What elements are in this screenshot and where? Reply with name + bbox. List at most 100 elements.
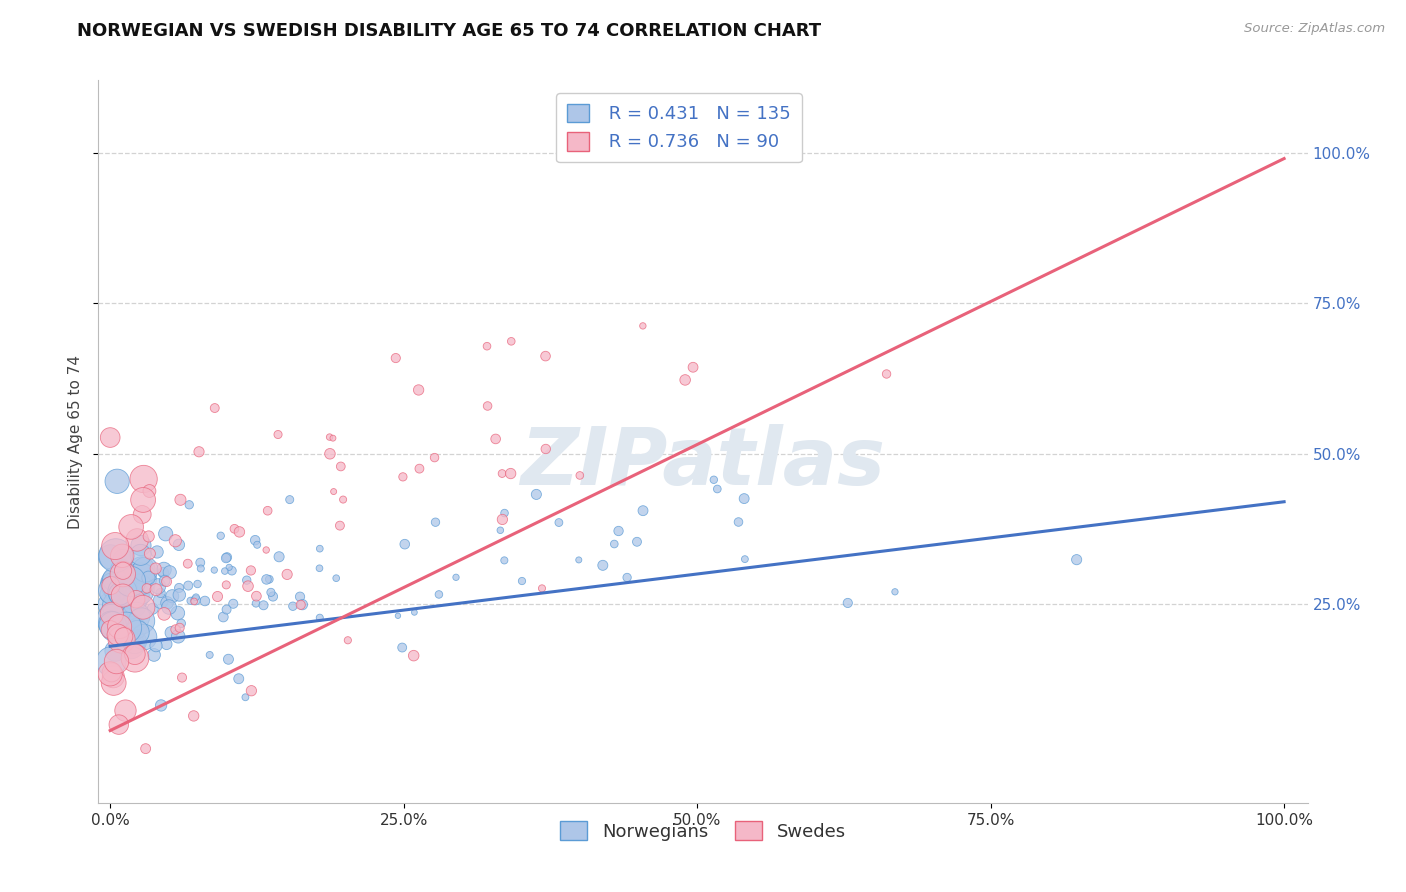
Point <box>100 576 122 591</box>
Point <box>703 473 725 487</box>
Point <box>124 609 146 624</box>
Point <box>228 672 250 686</box>
Point <box>288 590 311 604</box>
Point <box>105 655 128 669</box>
Point <box>170 616 193 631</box>
Point <box>236 579 259 593</box>
Point <box>167 581 190 595</box>
Point <box>332 492 354 507</box>
Point <box>228 524 250 539</box>
Point <box>204 401 226 415</box>
Point <box>706 482 728 496</box>
Point <box>184 593 207 607</box>
Point <box>107 599 129 613</box>
Point <box>215 602 238 616</box>
Point <box>110 632 132 647</box>
Point <box>534 442 557 456</box>
Point <box>127 533 149 547</box>
Point <box>682 360 704 375</box>
Point <box>98 587 121 601</box>
Point <box>104 573 127 587</box>
Point <box>278 492 301 507</box>
Point <box>98 623 121 637</box>
Point <box>165 533 187 548</box>
Point <box>207 590 229 604</box>
Point <box>107 628 129 642</box>
Point <box>108 587 131 601</box>
Point <box>149 586 172 600</box>
Point <box>260 585 283 599</box>
Point <box>491 512 513 526</box>
Point <box>444 570 467 584</box>
Point <box>132 600 155 615</box>
Point <box>212 610 235 624</box>
Point <box>111 584 134 599</box>
Point <box>884 584 907 599</box>
Point <box>592 558 614 573</box>
Point <box>101 618 124 632</box>
Point <box>477 399 499 413</box>
Point <box>105 475 128 489</box>
Point <box>308 541 330 556</box>
Point <box>408 461 430 475</box>
Point <box>98 549 121 564</box>
Point <box>101 616 124 631</box>
Point <box>494 553 516 567</box>
Point <box>101 583 124 598</box>
Point <box>548 516 571 530</box>
Point <box>308 610 330 624</box>
Point <box>387 608 409 623</box>
Point <box>534 349 557 363</box>
Point <box>427 587 450 601</box>
Point <box>235 690 257 705</box>
Point <box>235 573 257 587</box>
Point <box>209 529 232 543</box>
Point <box>146 579 169 593</box>
Point <box>100 655 122 669</box>
Point <box>475 339 498 353</box>
Point <box>124 651 146 665</box>
Point <box>125 622 148 636</box>
Point <box>215 550 238 565</box>
Point <box>734 552 756 566</box>
Point <box>138 571 160 585</box>
Point <box>252 599 274 613</box>
Point <box>188 444 211 458</box>
Point <box>124 634 146 648</box>
Legend: Norwegians, Swedes: Norwegians, Swedes <box>553 814 853 848</box>
Point <box>240 683 263 698</box>
Point <box>117 630 139 644</box>
Point <box>120 620 142 634</box>
Point <box>733 491 755 506</box>
Point <box>134 563 156 577</box>
Point <box>149 594 172 608</box>
Point <box>138 529 160 543</box>
Point <box>568 468 591 483</box>
Point <box>384 351 406 365</box>
Point <box>104 549 127 563</box>
Point <box>111 567 134 582</box>
Point <box>129 548 152 562</box>
Point <box>153 563 176 577</box>
Point <box>188 556 211 570</box>
Point <box>145 582 167 597</box>
Point <box>114 704 136 718</box>
Point <box>336 633 359 648</box>
Point <box>100 616 122 631</box>
Point <box>489 523 512 537</box>
Point <box>262 590 284 604</box>
Point <box>110 563 132 577</box>
Point <box>246 538 269 552</box>
Point <box>425 515 447 529</box>
Point <box>631 318 654 333</box>
Point <box>142 601 165 615</box>
Point <box>202 563 225 577</box>
Point <box>131 563 153 577</box>
Point <box>727 515 749 529</box>
Point <box>616 570 638 584</box>
Point <box>152 566 174 580</box>
Point <box>267 427 290 442</box>
Point <box>153 574 176 588</box>
Point <box>131 508 153 522</box>
Point <box>198 648 221 662</box>
